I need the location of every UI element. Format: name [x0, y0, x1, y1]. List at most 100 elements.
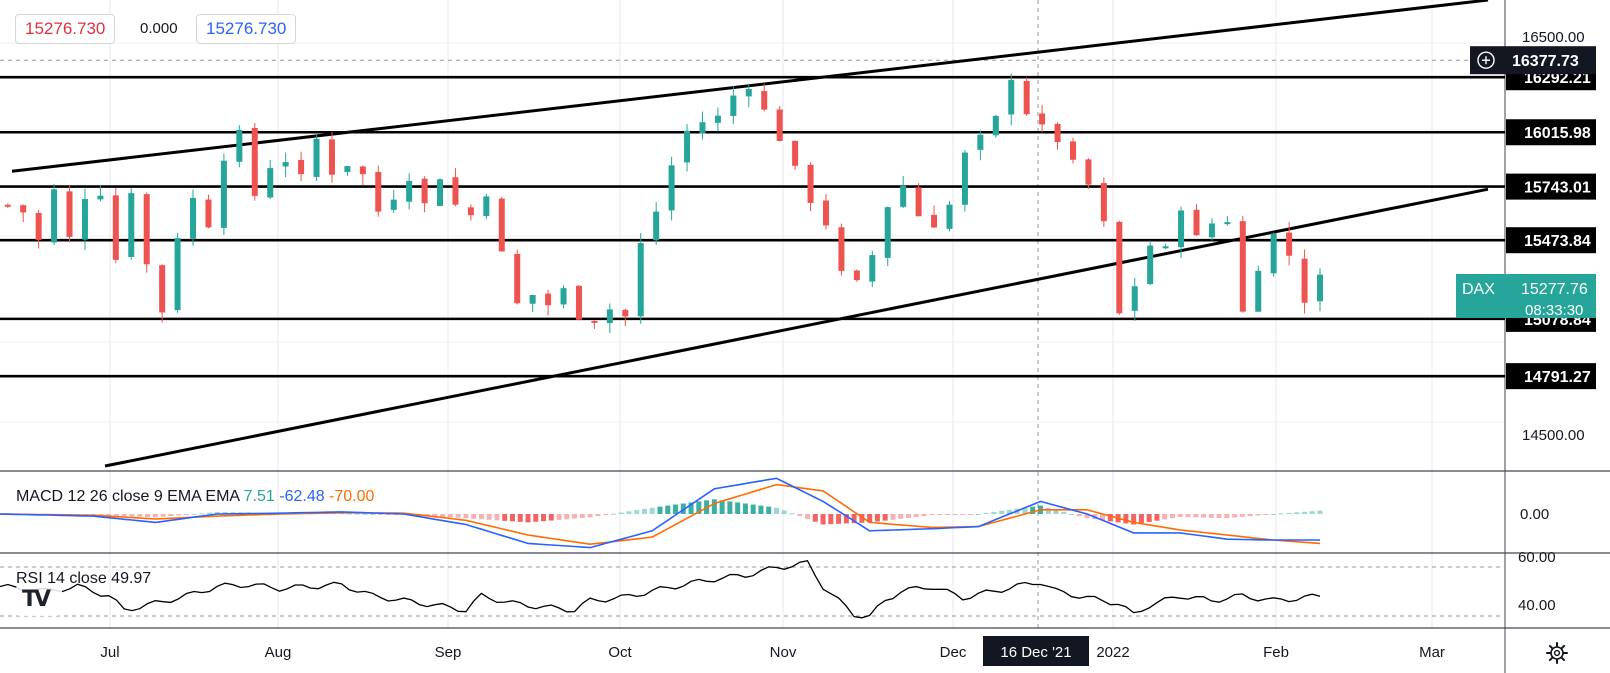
- macd-histogram-bar: [610, 513, 616, 515]
- macd-histogram-bar: [541, 514, 547, 522]
- candle-body: [684, 130, 691, 163]
- macd-histogram-bar: [1224, 514, 1230, 519]
- macd-histogram-bar: [1286, 512, 1292, 514]
- macd-histogram-bar: [1162, 514, 1168, 520]
- macd-histogram-bar: [1239, 514, 1245, 517]
- macd-histogram-bar: [1317, 510, 1323, 514]
- macd-histogram-bar: [113, 514, 119, 516]
- crosshair-date: 16 Dec '21: [1000, 644, 1071, 661]
- macd-histogram-bar: [440, 514, 446, 517]
- macd-signal-value: -70.00: [325, 488, 375, 505]
- countdown: 08:33:30: [1525, 302, 1583, 319]
- macd-histogram-bar: [548, 514, 554, 521]
- macd-zero-label: 0.00: [1520, 506, 1549, 523]
- macd-histogram-bar: [828, 514, 834, 525]
- macd-label: MACD 12 26 close 9 EMA EMA: [16, 488, 240, 505]
- candle-body: [591, 320, 598, 323]
- macd-histogram-bar: [214, 511, 220, 514]
- candle-body: [467, 207, 474, 216]
- candle-body: [545, 293, 552, 306]
- macd-histogram-bar: [812, 514, 818, 522]
- candle-body: [267, 168, 274, 198]
- candle-body: [931, 214, 938, 228]
- candle-body: [838, 227, 845, 271]
- macd-histogram-bar: [960, 514, 966, 515]
- rsi-label: RSI 14 close: [16, 570, 107, 587]
- macd-histogram-bar: [1208, 514, 1214, 518]
- macd-histogram-bar: [1084, 514, 1090, 519]
- macd-histogram-bar: [1045, 507, 1051, 514]
- sell-price-box[interactable]: 15276.730: [15, 14, 116, 44]
- candle-body: [112, 195, 119, 260]
- macd-histogram-bar: [1201, 514, 1207, 518]
- macd-histogram-bar: [874, 514, 880, 522]
- macd-histogram-bar: [478, 514, 484, 520]
- time-label-8: Mar: [1419, 644, 1445, 661]
- buy-price: 15276.730: [206, 19, 287, 38]
- candle-body: [853, 270, 860, 281]
- macd-histogram-bar: [898, 514, 904, 519]
- candle-body: [653, 211, 660, 241]
- time-label-4: Nov: [770, 644, 797, 661]
- settings-gear-icon[interactable]: [1544, 640, 1570, 666]
- macd-histogram-bar: [1100, 514, 1106, 521]
- candle-body: [483, 196, 490, 217]
- time-axis[interactable]: Jul Aug Sep Oct Nov Dec 2022 Feb Mar 16 Dec '21: [100, 636, 1445, 666]
- macd-histogram-bar: [1022, 507, 1028, 514]
- macd-histogram-bar: [851, 514, 857, 524]
- macd-histogram-bar: [773, 507, 779, 514]
- macd-histogram-bar: [727, 501, 733, 514]
- macd-histogram-bar: [944, 514, 950, 515]
- candle-body: [776, 109, 783, 141]
- macd-histogram-bar: [517, 514, 523, 522]
- candle-body: [190, 197, 197, 239]
- macd-histogram-bar: [634, 510, 640, 514]
- candle-body: [143, 194, 150, 265]
- candle-body: [714, 115, 721, 123]
- support-resistance-lines[interactable]: [0, 75, 1505, 378]
- candle-body: [1270, 233, 1277, 274]
- time-label-7: Feb: [1263, 644, 1289, 661]
- macd-histogram-bar: [1138, 514, 1144, 524]
- macd-histogram-bar: [207, 512, 213, 514]
- macd-histogram-bar: [1107, 514, 1113, 522]
- time-label-0: Jul: [100, 644, 119, 661]
- macd-histogram-bar: [176, 514, 182, 516]
- tradingview-logo-icon[interactable]: TV: [14, 586, 62, 616]
- macd-histogram-bar: [649, 507, 655, 514]
- candle-body: [730, 95, 737, 117]
- macd-histogram-bar: [1232, 514, 1238, 518]
- macd-histogram-bar: [385, 514, 391, 515]
- candle-body: [298, 159, 305, 175]
- rsi-pane: [0, 559, 1505, 619]
- macd-histogram-bar: [766, 506, 772, 514]
- candle-body: [560, 288, 567, 305]
- level-price-tag: [1506, 363, 1596, 390]
- crosshair-price-text: 16377.73: [1512, 53, 1579, 70]
- buy-price-box[interactable]: 15276.730: [196, 14, 297, 44]
- macd-histogram-bar: [525, 514, 531, 523]
- candle-body: [961, 152, 968, 205]
- candle-body: [437, 179, 444, 206]
- candle-body: [1116, 221, 1123, 314]
- candle-body: [915, 187, 922, 217]
- trendlines[interactable]: [11, 0, 1489, 468]
- candle-body: [745, 89, 752, 97]
- rsi-value: 49.97: [107, 570, 152, 587]
- candle-body: [35, 212, 42, 240]
- macd-histogram-bar: [168, 514, 174, 516]
- candle-body: [668, 165, 675, 211]
- macd-histogram-bar: [533, 514, 539, 522]
- macd-histogram-bar: [145, 514, 151, 518]
- macd-histogram-bar: [913, 514, 919, 518]
- price-axis[interactable]: 16500.00 14500.00 16292.21 16015.98 15743.01…: [1456, 29, 1596, 614]
- candle-body: [313, 138, 320, 177]
- macd-hist-value: 7.51: [239, 488, 275, 505]
- candle-body: [529, 295, 536, 304]
- macd-histogram-bar: [377, 514, 383, 515]
- macd-histogram-bar: [129, 514, 135, 517]
- candle-body: [869, 255, 876, 282]
- candle-body: [375, 172, 382, 212]
